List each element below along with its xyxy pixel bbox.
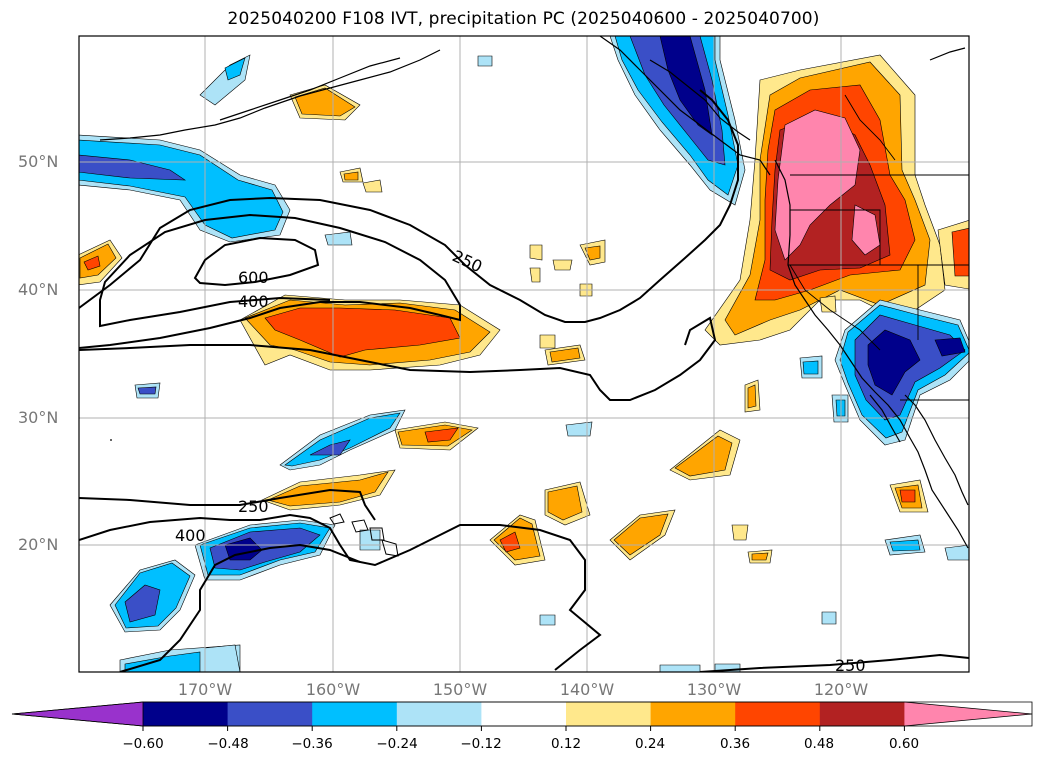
contour-label-250: 250 — [835, 656, 866, 675]
lat-label-30n: 30°N — [18, 408, 59, 427]
lon-label-160w: 160°W — [305, 680, 361, 699]
map-title: 2025040200 F108 IVT, precipitation PC (2… — [227, 9, 820, 29]
colorbar-tick: 0.36 — [719, 736, 751, 752]
contour-label-400: 400 — [175, 526, 206, 545]
lat-label-20n: 20°N — [18, 535, 59, 554]
lat-label-50n: 50°N — [18, 152, 59, 171]
lon-label-140w: 140°W — [559, 680, 615, 699]
colorbar-tick: −0.24 — [376, 736, 418, 752]
ivt-contours — [79, 89, 969, 672]
coastlines — [99, 36, 969, 549]
contour-label-400: 400 — [238, 292, 269, 311]
colorbar-tick: −0.48 — [207, 736, 249, 752]
lon-label-170w: 170°W — [177, 680, 233, 699]
colorbar-tick: 0.60 — [888, 736, 920, 752]
state-borders — [788, 94, 969, 401]
graticule — [79, 36, 969, 672]
hawaii-islands — [329, 513, 399, 557]
colorbar-tick: −0.60 — [122, 736, 164, 752]
lat-label-40n: 40°N — [18, 280, 59, 299]
colorbar-tick: 0.12 — [550, 736, 582, 752]
contour-label-250: 250 — [238, 497, 269, 516]
colorbar-tick: 0.48 — [803, 736, 835, 752]
lon-label-130w: 130°W — [686, 680, 742, 699]
colorbar-tick: −0.36 — [291, 736, 333, 752]
colorbar-tick: −0.12 — [460, 736, 502, 752]
colorbar-tick: 0.24 — [634, 736, 666, 752]
lon-label-120w: 120°W — [813, 680, 869, 699]
contour-label-600: 600 — [238, 268, 269, 287]
lon-label-150w: 150°W — [432, 680, 488, 699]
